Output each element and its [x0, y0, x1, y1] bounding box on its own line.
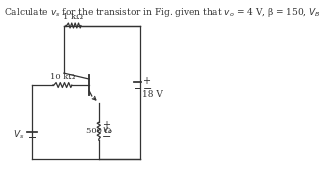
Text: −: −: [102, 132, 111, 142]
Text: +: +: [142, 76, 150, 86]
Text: 18 V: 18 V: [142, 91, 163, 100]
Text: Calculate $v_s$ for the transistor in Fig. given that $v_o$ = 4 V, β = 150, $V_{: Calculate $v_s$ for the transistor in Fi…: [4, 6, 320, 19]
Text: +: +: [102, 120, 110, 130]
Text: −: −: [142, 84, 152, 94]
Text: $V_s$: $V_s$: [13, 128, 24, 141]
Text: 1 kΩ: 1 kΩ: [63, 13, 84, 21]
Text: 500 Ω: 500 Ω: [86, 127, 111, 135]
Text: 10 kΩ: 10 kΩ: [50, 73, 75, 81]
Text: $v_o$: $v_o$: [102, 126, 113, 136]
